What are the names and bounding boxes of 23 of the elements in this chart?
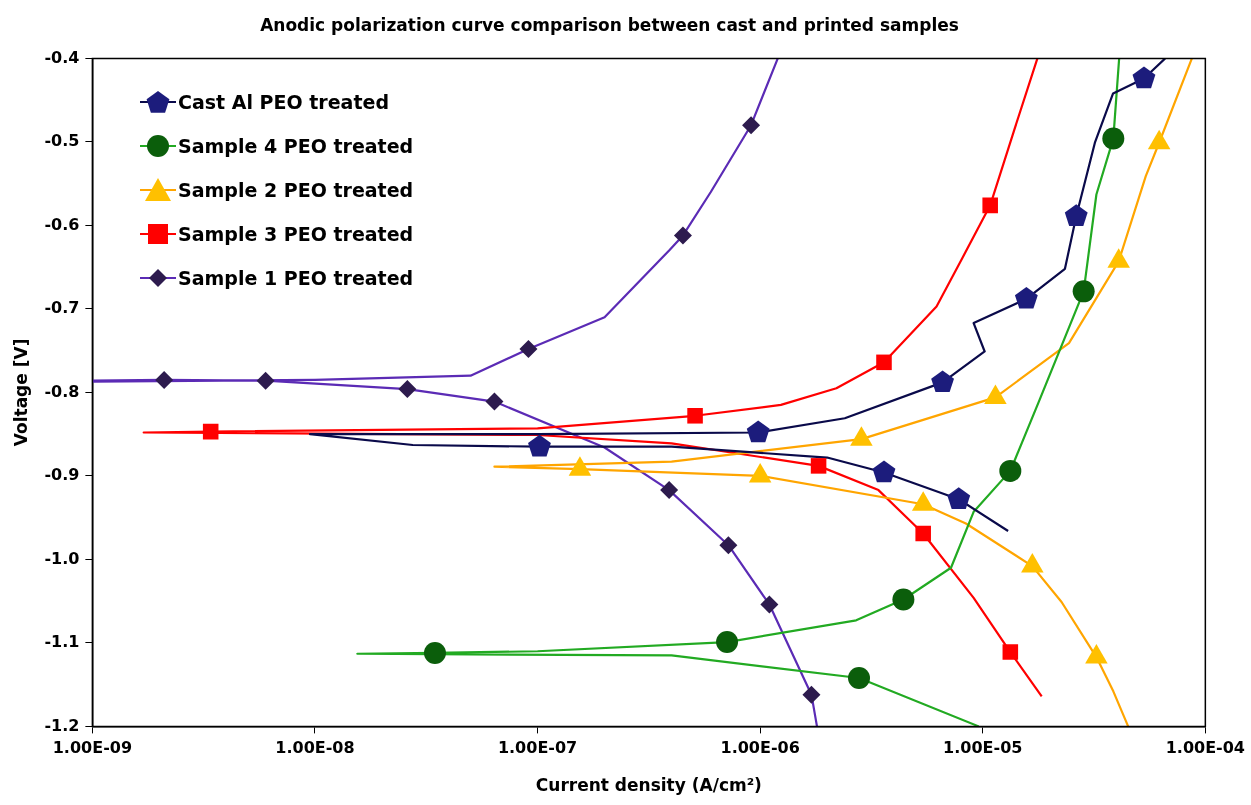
y-tick-label: -0.8 [44, 381, 80, 401]
y-tick-label: -1.0 [44, 548, 80, 568]
y-tick-label: -0.6 [44, 214, 80, 234]
legend-label: Sample 4 PEO treated [178, 135, 414, 157]
x-tick-label: 1.00E-04 [1165, 738, 1245, 758]
x-tick-label: 1.00E-08 [275, 738, 355, 758]
x-axis-title: Current density (A/cm²) [535, 775, 762, 796]
legend-label: Sample 3 PEO treated [178, 223, 414, 245]
x-tick-label: 1.00E-05 [943, 738, 1023, 758]
y-tick-label: -1.2 [44, 715, 80, 735]
x-tick-label: 1.00E-07 [497, 738, 578, 758]
y-tick-label: -1.1 [44, 632, 80, 652]
legend-label: Cast Al PEO treated [178, 91, 390, 113]
chart-title: Anodic polarization curve comparison between cast and printed samples [260, 14, 959, 35]
y-axis-title: Voltage [V] [10, 338, 31, 447]
x-tick-label: 1.00E-06 [720, 738, 800, 758]
x-tick-label: 1.00E-09 [52, 738, 133, 758]
y-tick-label: -0.5 [44, 131, 80, 151]
y-tick-label: -0.9 [44, 465, 80, 485]
legend-label: Sample 2 PEO treated [178, 179, 414, 201]
legend-label: Sample 1 PEO treated [178, 267, 414, 289]
y-tick-label: -0.7 [44, 298, 80, 318]
y-tick-label: -0.4 [44, 47, 80, 67]
